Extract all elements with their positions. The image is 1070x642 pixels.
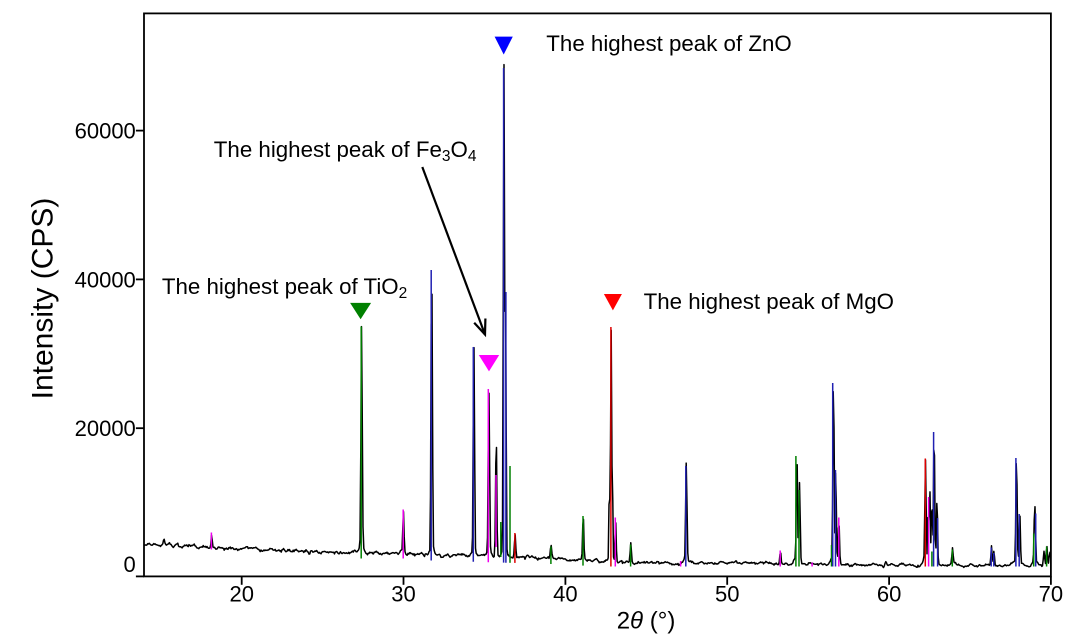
svg-text:2θ (°): 2θ (°) [617,608,676,635]
svg-text:0: 0 [124,552,136,577]
svg-text:40000: 40000 [75,267,136,292]
svg-text:60: 60 [877,582,901,607]
svg-text:70: 70 [1039,582,1063,607]
svg-text:The highest peak of MgO: The highest peak of MgO [644,289,894,314]
svg-text:50: 50 [715,582,739,607]
svg-text:The highest peak of ZnO: The highest peak of ZnO [546,31,791,56]
svg-text:20: 20 [229,582,253,607]
svg-text:60000: 60000 [75,119,136,144]
svg-text:The highest peak of Fe3O4: The highest peak of Fe3O4 [214,137,477,165]
svg-text:40: 40 [553,582,577,607]
svg-text:30: 30 [391,582,415,607]
svg-text:Intensity (CPS): Intensity (CPS) [27,198,60,400]
svg-text:The highest peak of TiO2: The highest peak of TiO2 [162,274,407,302]
svg-text:20000: 20000 [75,416,136,441]
